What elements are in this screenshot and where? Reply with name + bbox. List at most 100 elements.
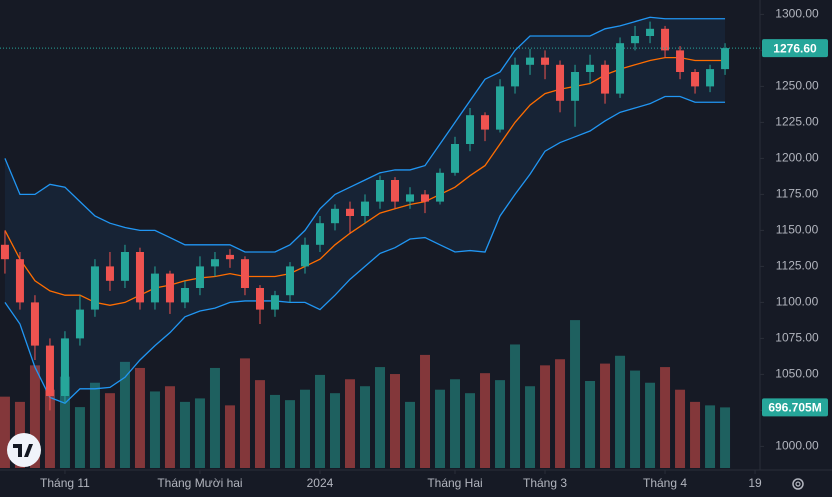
volume-bar bbox=[375, 367, 385, 468]
y-tick-label: 1200.00 bbox=[775, 151, 819, 165]
candle-body bbox=[466, 115, 475, 144]
candle-body bbox=[541, 57, 550, 65]
y-tick-label: 1050.00 bbox=[775, 367, 819, 381]
volume-bar bbox=[134, 367, 145, 468]
volume-bar bbox=[450, 379, 461, 468]
volume-bar bbox=[269, 394, 280, 468]
volume-bar bbox=[420, 354, 431, 468]
candle-body bbox=[661, 28, 670, 51]
candle-body bbox=[165, 273, 174, 303]
x-tick-label: Tháng Hai bbox=[427, 476, 482, 490]
candle-body bbox=[90, 266, 99, 310]
x-tick-label: Tháng 4 bbox=[643, 476, 687, 490]
candle-body bbox=[496, 86, 505, 130]
candle-body bbox=[120, 252, 129, 281]
volume-bar bbox=[44, 389, 55, 468]
y-tick-label: 1000.00 bbox=[775, 439, 819, 453]
volume-bar bbox=[720, 407, 731, 468]
volume-bar bbox=[570, 320, 581, 468]
volume-bar bbox=[179, 401, 190, 468]
candle-body bbox=[646, 28, 655, 36]
volume-bar bbox=[525, 386, 536, 468]
candle-body bbox=[511, 64, 520, 87]
volume-bar bbox=[284, 400, 295, 468]
candle-body bbox=[616, 43, 625, 94]
volume-bar bbox=[690, 401, 701, 468]
volume-bar bbox=[224, 405, 235, 468]
volume-bar bbox=[645, 382, 656, 468]
candle-body bbox=[391, 180, 400, 202]
settings-icon[interactable] bbox=[792, 478, 804, 490]
tv-logo[interactable] bbox=[7, 433, 41, 467]
volume-bar bbox=[480, 373, 491, 468]
candle-body bbox=[135, 252, 144, 303]
volume-bar bbox=[615, 355, 626, 468]
candle-body bbox=[150, 273, 159, 303]
candle-body bbox=[270, 295, 279, 310]
candle-body bbox=[300, 244, 309, 267]
volume-bar bbox=[209, 367, 220, 468]
volume-bar bbox=[705, 405, 716, 468]
candle-body bbox=[105, 266, 114, 281]
candle-body bbox=[225, 254, 234, 260]
band-line bbox=[4, 16, 726, 253]
candle-body bbox=[330, 208, 339, 224]
candle-body bbox=[676, 50, 685, 72]
volume-bar bbox=[164, 386, 175, 468]
volume-bar bbox=[555, 359, 566, 468]
candle-body bbox=[45, 345, 54, 396]
band-line bbox=[4, 95, 726, 404]
y-tick-label: 1250.00 bbox=[775, 79, 819, 93]
y-tick-label: 1150.00 bbox=[776, 223, 819, 237]
volume-bar bbox=[660, 367, 671, 468]
volume-bar bbox=[600, 363, 611, 468]
plot-area bbox=[0, 16, 731, 468]
y-tick-label: 1100.00 bbox=[776, 295, 819, 309]
volume-last-label: 696.705M bbox=[768, 401, 821, 415]
y-tick-label: 1300.00 bbox=[775, 7, 819, 21]
candle-body bbox=[15, 259, 24, 303]
candle-body bbox=[691, 72, 700, 87]
volume-bar bbox=[119, 361, 130, 468]
candle-body bbox=[526, 57, 535, 65]
candle-body bbox=[210, 259, 219, 267]
candle-body bbox=[30, 302, 39, 346]
volume-bar bbox=[344, 379, 355, 468]
y-tick-label: 1225.00 bbox=[775, 115, 819, 129]
volume-bar bbox=[675, 389, 686, 468]
candle-body bbox=[601, 64, 610, 94]
candle-body bbox=[0, 244, 9, 260]
volume-bar bbox=[149, 391, 160, 468]
volume-bar bbox=[510, 344, 521, 468]
candle-body bbox=[345, 208, 354, 216]
candle-body bbox=[421, 194, 430, 202]
x-tick-label: 19 bbox=[748, 476, 762, 490]
volume-bar bbox=[74, 407, 85, 468]
candle-body bbox=[721, 48, 730, 70]
candle-body bbox=[436, 172, 445, 202]
volume-bar bbox=[585, 381, 596, 468]
x-tick-label: 2024 bbox=[307, 476, 334, 490]
candle-body bbox=[195, 266, 204, 288]
candle-body bbox=[406, 194, 415, 202]
candle-body bbox=[376, 180, 384, 202]
last-price-label: 1276.60 bbox=[773, 41, 817, 55]
volume-bar bbox=[254, 380, 265, 468]
volume-bar bbox=[465, 393, 476, 468]
candle-body bbox=[75, 309, 84, 339]
y-tick-label: 1125.00 bbox=[776, 259, 819, 273]
volume-bar bbox=[299, 389, 310, 468]
volume-bar bbox=[194, 398, 205, 468]
candle-body bbox=[255, 288, 264, 310]
x-tick-label: Tháng Mười hai bbox=[157, 476, 242, 490]
candle-body bbox=[315, 223, 324, 245]
volume-bar bbox=[104, 393, 115, 468]
candle-body bbox=[60, 338, 69, 396]
candle-body bbox=[240, 259, 249, 288]
candle-body bbox=[556, 64, 565, 101]
volume-last-box bbox=[762, 398, 828, 417]
candle-body bbox=[481, 115, 490, 130]
volume-bar bbox=[435, 389, 446, 468]
candle-body bbox=[706, 69, 715, 87]
